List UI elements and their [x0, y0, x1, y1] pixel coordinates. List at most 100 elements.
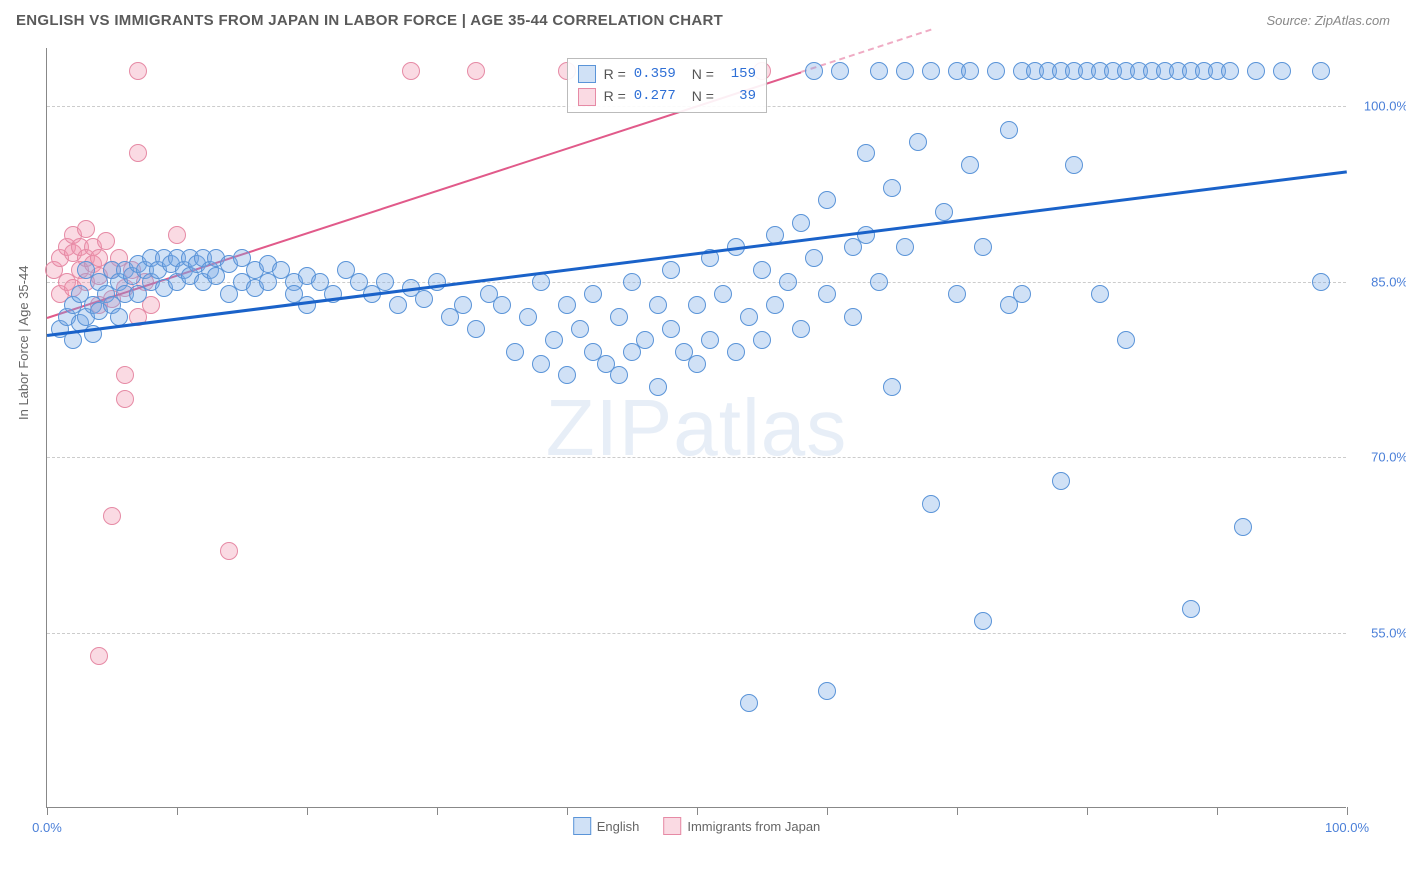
stats-r-value-english: 0.359	[634, 63, 676, 85]
data-point-english	[662, 261, 680, 279]
swatch-japan	[578, 88, 596, 106]
data-point-english	[753, 261, 771, 279]
data-point-english	[1065, 156, 1083, 174]
data-point-english	[701, 331, 719, 349]
y-axis-label: In Labor Force | Age 35-44	[16, 266, 31, 420]
data-point-english	[896, 238, 914, 256]
data-point-english	[662, 320, 680, 338]
stats-box: R =0.359N =159R =0.277N =39	[567, 58, 767, 113]
data-point-english	[415, 290, 433, 308]
data-point-japan	[77, 220, 95, 238]
source-attribution: Source: ZipAtlas.com	[1266, 13, 1390, 28]
x-tick	[1087, 807, 1088, 815]
data-point-english	[909, 133, 927, 151]
stats-r-label: R =	[604, 85, 626, 107]
data-point-english	[792, 214, 810, 232]
legend-swatch-english	[573, 817, 591, 835]
stats-n-label: N =	[692, 85, 714, 107]
stats-n-value-japan: 39	[722, 85, 756, 107]
legend-item-japan: Immigrants from Japan	[663, 817, 820, 835]
data-point-japan	[116, 366, 134, 384]
data-point-english	[844, 308, 862, 326]
data-point-english	[1312, 273, 1330, 291]
data-point-english	[649, 296, 667, 314]
data-point-english	[1182, 600, 1200, 618]
stats-r-label: R =	[604, 63, 626, 85]
data-point-english	[558, 296, 576, 314]
x-tick-label: 100.0%	[1325, 820, 1369, 835]
data-point-english	[870, 273, 888, 291]
data-point-english	[805, 249, 823, 267]
data-point-english	[467, 320, 485, 338]
x-tick	[567, 807, 568, 815]
data-point-english	[974, 612, 992, 630]
data-point-english	[571, 320, 589, 338]
stats-n-label: N =	[692, 63, 714, 85]
y-tick-label: 55.0%	[1371, 625, 1406, 640]
data-point-english	[1000, 121, 1018, 139]
data-point-english	[1312, 62, 1330, 80]
data-point-english	[740, 694, 758, 712]
scatter-chart: ZIPatlas 55.0%70.0%85.0%100.0%0.0%100.0%…	[46, 48, 1346, 808]
x-tick-label: 0.0%	[32, 820, 62, 835]
data-point-japan	[90, 647, 108, 665]
data-point-english	[649, 378, 667, 396]
data-point-english	[1247, 62, 1265, 80]
data-point-english	[753, 331, 771, 349]
data-point-japan	[103, 507, 121, 525]
data-point-english	[1091, 285, 1109, 303]
data-point-english	[688, 355, 706, 373]
legend-swatch-japan	[663, 817, 681, 835]
data-point-english	[870, 62, 888, 80]
data-point-english	[740, 308, 758, 326]
data-point-english	[935, 203, 953, 221]
data-point-english	[558, 366, 576, 384]
data-point-japan	[129, 62, 147, 80]
swatch-english	[578, 65, 596, 83]
data-point-english	[792, 320, 810, 338]
x-tick	[177, 807, 178, 815]
data-point-english	[1013, 285, 1031, 303]
data-point-english	[1117, 331, 1135, 349]
data-point-english	[896, 62, 914, 80]
data-point-english	[584, 285, 602, 303]
data-point-english	[610, 308, 628, 326]
data-point-japan	[220, 542, 238, 560]
data-point-english	[766, 296, 784, 314]
data-point-english	[636, 331, 654, 349]
y-tick-label: 85.0%	[1371, 274, 1406, 289]
x-tick	[827, 807, 828, 815]
data-point-english	[922, 62, 940, 80]
data-point-english	[961, 156, 979, 174]
data-point-english	[688, 296, 706, 314]
data-point-english	[883, 179, 901, 197]
gridline-horizontal	[47, 457, 1346, 458]
data-point-english	[987, 62, 1005, 80]
data-point-english	[1273, 62, 1291, 80]
stats-n-value-english: 159	[722, 63, 756, 85]
data-point-english	[298, 296, 316, 314]
data-point-english	[714, 285, 732, 303]
legend-label-japan: Immigrants from Japan	[687, 819, 820, 834]
data-point-english	[831, 62, 849, 80]
data-point-english	[922, 495, 940, 513]
data-point-english	[857, 144, 875, 162]
data-point-english	[506, 343, 524, 361]
data-point-japan	[116, 390, 134, 408]
x-tick	[307, 807, 308, 815]
data-point-english	[532, 355, 550, 373]
data-point-english	[857, 226, 875, 244]
data-point-english	[454, 296, 472, 314]
data-point-english	[779, 273, 797, 291]
y-tick-label: 100.0%	[1364, 99, 1406, 114]
stats-row-japan: R =0.277N =39	[578, 85, 756, 107]
legend-item-english: English	[573, 817, 640, 835]
data-point-english	[948, 285, 966, 303]
data-point-english	[818, 191, 836, 209]
data-point-english	[727, 343, 745, 361]
data-point-japan	[97, 232, 115, 250]
x-tick	[1347, 807, 1348, 815]
data-point-english	[1221, 62, 1239, 80]
data-point-english	[805, 62, 823, 80]
x-tick	[47, 807, 48, 815]
